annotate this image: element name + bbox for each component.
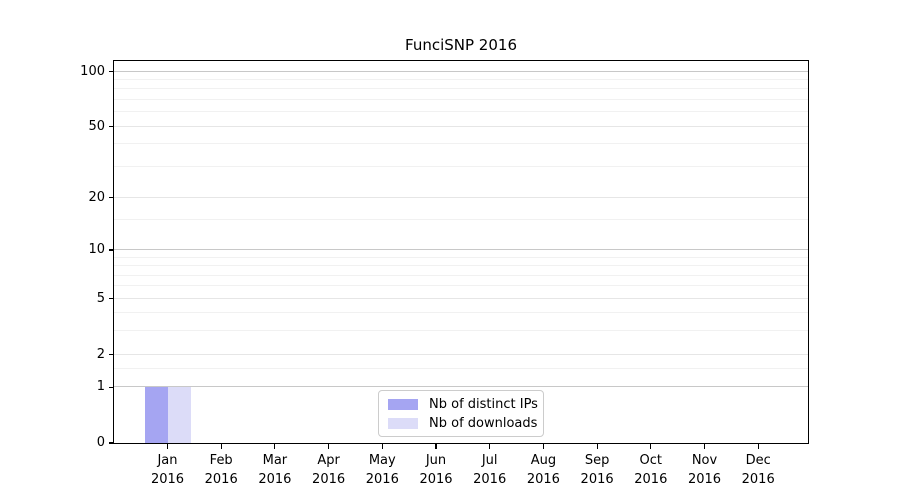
y-tick-mark (109, 70, 114, 73)
x-tick-month: Mar (262, 453, 288, 468)
x-tick-mark (596, 444, 598, 449)
x-tick-mark (381, 444, 383, 449)
x-tick-mark (166, 444, 169, 449)
y-tick-label: 100 (80, 63, 105, 79)
y-tick-mark (109, 354, 114, 356)
y-gridline (114, 70, 808, 72)
x-tick-month: Aug (530, 453, 557, 468)
x-tick-label: Apr 2016 (297, 451, 361, 489)
x-tick-mark (489, 444, 491, 449)
x-tick-mark (220, 444, 222, 449)
y-tick-label: 10 (88, 242, 105, 257)
y-tick-label: 0 (96, 435, 105, 450)
y-gridline (114, 353, 808, 355)
y-gridline (114, 125, 808, 127)
y-gridline (114, 265, 808, 267)
x-tick-month: Jul (481, 453, 498, 468)
y-gridline (114, 143, 808, 144)
legend-row-downloads: Nb of downloads (388, 416, 538, 431)
y-gridline (114, 218, 808, 220)
x-tick-label: Jul 2016 (458, 451, 522, 489)
x-tick-month: Feb (209, 453, 233, 468)
y-tick-label: 5 (96, 290, 105, 306)
y-gridline (114, 386, 808, 388)
x-tick-year: 2016 (312, 472, 346, 487)
y-tick-label: 20 (88, 189, 105, 205)
y-tick-mark (109, 386, 114, 388)
x-tick-month: Jun (425, 453, 447, 468)
y-tick-mark (109, 197, 114, 199)
y-gridline (114, 98, 808, 100)
x-tick-year: 2016 (204, 472, 238, 487)
x-tick-label: May 2016 (350, 451, 414, 489)
x-tick-label: Jan 2016 (136, 451, 200, 489)
x-tick-mark (757, 444, 759, 449)
bar-downloads-jan (167, 387, 191, 443)
y-gridline (114, 78, 808, 80)
x-tick-mark (274, 444, 276, 449)
x-tick-month: Nov (691, 453, 718, 468)
x-tick-year: 2016 (741, 472, 775, 487)
x-tick-label: Nov 2016 (673, 451, 737, 489)
x-tick-mark (650, 444, 652, 449)
y-gridline (114, 111, 808, 112)
x-tick-label: Aug 2016 (511, 451, 575, 489)
y-gridline (114, 196, 808, 198)
legend-row-distinct-ips: Nb of distinct IPs (388, 397, 538, 412)
x-tick-year: 2016 (365, 472, 399, 487)
x-tick-mark (328, 444, 330, 449)
x-tick-month: Sep (584, 453, 610, 468)
x-tick-year: 2016 (473, 472, 507, 487)
x-tick-month: Apr (317, 453, 340, 468)
y-gridline (114, 88, 808, 90)
x-tick-year: 2016 (150, 472, 185, 487)
y-gridline (114, 297, 808, 299)
legend-label-distinct-ips: Nb of distinct IPs (429, 397, 538, 412)
x-tick-year: 2016 (580, 472, 614, 487)
x-tick-label: Sep 2016 (565, 451, 629, 489)
y-gridline (114, 285, 808, 287)
y-tick-label: 2 (96, 346, 105, 362)
x-tick-label: Feb 2016 (189, 451, 253, 489)
x-tick-label: Oct 2016 (619, 451, 683, 489)
x-tick-label: Dec 2016 (726, 451, 790, 489)
x-tick-year: 2016 (419, 472, 453, 487)
x-tick-year: 2016 (526, 472, 560, 487)
x-tick-month: Dec (745, 453, 771, 468)
x-tick-mark (542, 444, 544, 449)
x-tick-month: Jan (157, 453, 178, 468)
distinct-ips-swatch-icon (388, 399, 418, 410)
x-tick-month: May (368, 453, 396, 468)
y-gridline (114, 312, 808, 314)
x-tick-mark (435, 444, 437, 449)
x-tick-year: 2016 (687, 472, 722, 487)
legend: Nb of distinct IPs Nb of downloads (378, 390, 544, 437)
x-tick-mark (703, 444, 706, 449)
y-gridline (114, 368, 808, 370)
y-gridline (114, 274, 808, 276)
x-tick-year: 2016 (258, 472, 292, 487)
legend-label-downloads: Nb of downloads (429, 416, 538, 431)
y-tick-label: 1 (96, 379, 105, 395)
y-tick-mark (109, 442, 114, 444)
bar-distinct-ips-jan (144, 387, 168, 443)
x-tick-label: Mar 2016 (243, 451, 307, 489)
downloads-swatch-icon (388, 418, 418, 429)
y-gridline (114, 330, 808, 332)
y-tick-mark (109, 249, 114, 251)
chart-title: FunciSNP 2016 (405, 36, 517, 54)
y-tick-mark (109, 298, 114, 300)
y-gridline (114, 165, 808, 167)
x-tick-label: Jun 2016 (404, 451, 468, 489)
y-tick-mark (109, 125, 114, 128)
plot-area (113, 60, 809, 444)
x-tick-year: 2016 (634, 472, 668, 487)
y-tick-label: 50 (88, 118, 105, 134)
x-tick-month: Oct (639, 453, 663, 468)
y-gridline (114, 256, 808, 258)
y-gridline (114, 249, 808, 250)
